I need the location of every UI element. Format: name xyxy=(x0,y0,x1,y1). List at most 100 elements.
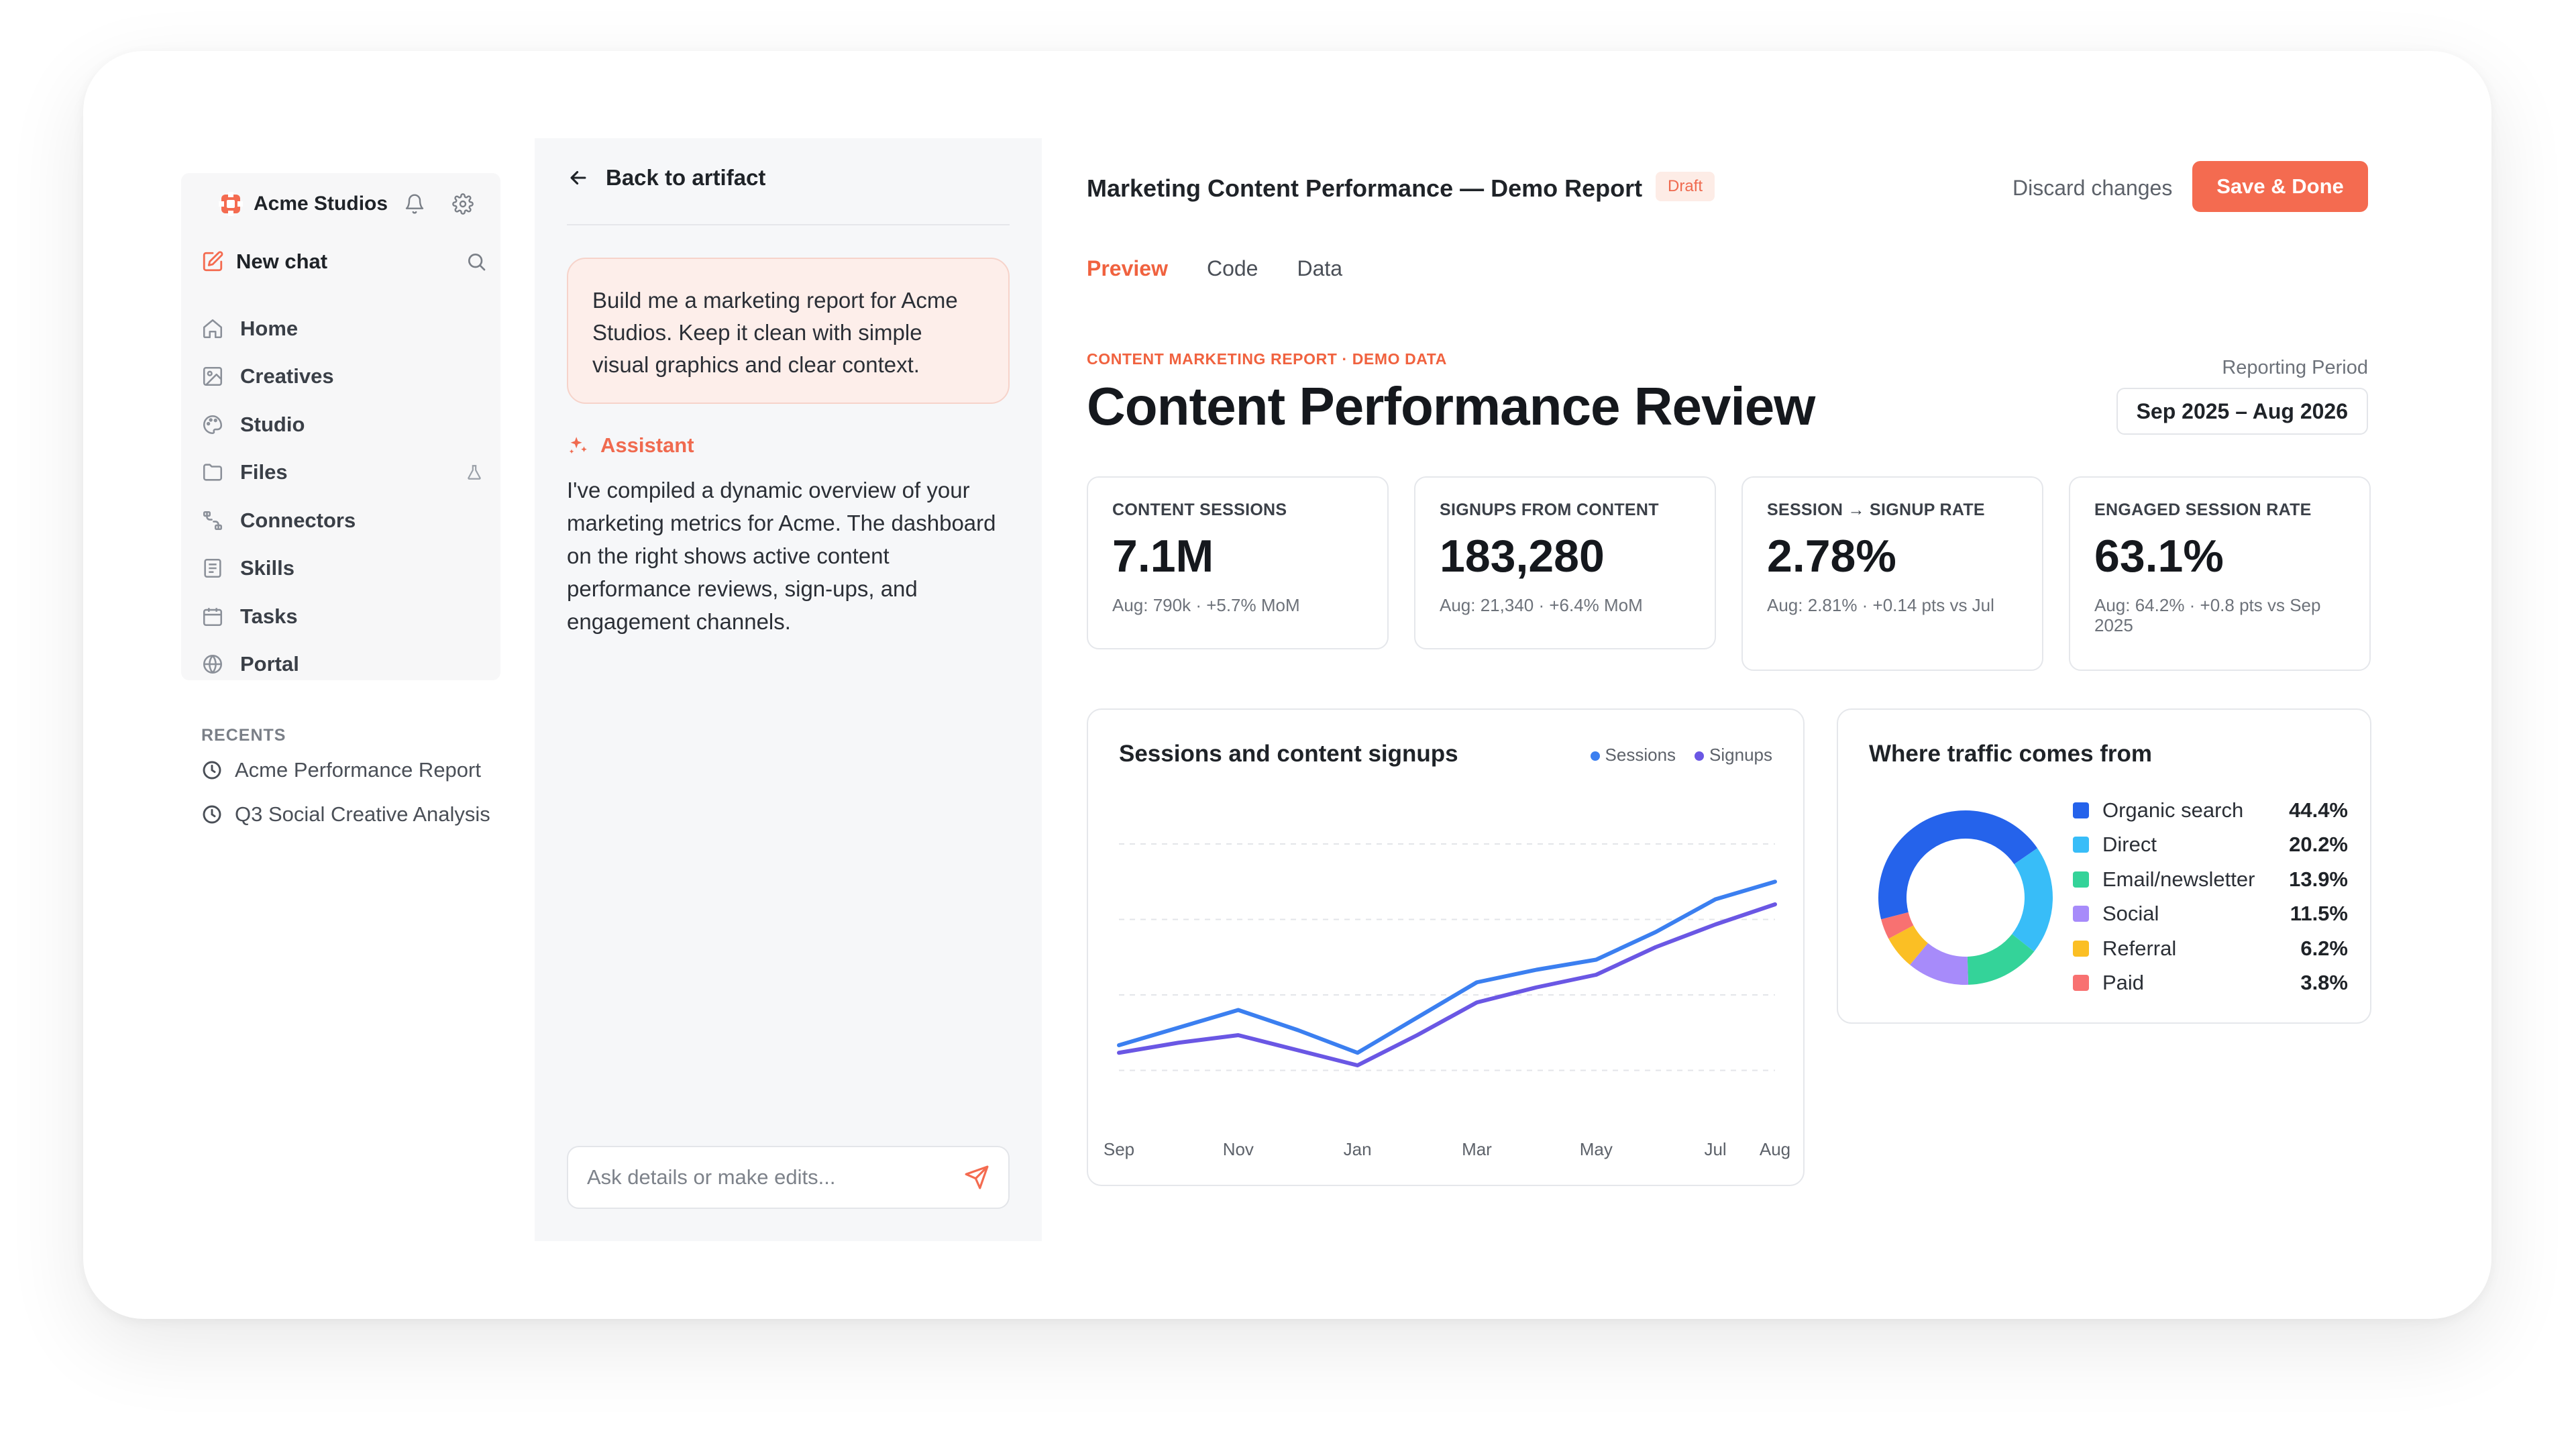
assistant-message: I've compiled a dynamic overview of your… xyxy=(567,478,996,634)
legend-swatch xyxy=(2073,802,2089,818)
sparkle-icon xyxy=(569,437,587,454)
legend-row: Email/newsletter 13.9% xyxy=(2073,862,2348,897)
kpi-sub: Aug: 2.81% · +0.14 pts vs Jul xyxy=(1767,595,1994,615)
clock-icon xyxy=(203,761,221,780)
legend-label: Referral xyxy=(2102,936,2177,960)
report-eyebrow: CONTENT MARKETING REPORT · DEMO DATA xyxy=(1087,350,1447,368)
legend-row: Paid 3.8% xyxy=(2073,966,2348,1001)
period-label: Reporting Period xyxy=(2222,357,2368,378)
traffic-sources-card: Where traffic comes from Organic search 4… xyxy=(1837,708,2371,1024)
legend-row: Organic search 44.4% xyxy=(2073,793,2348,828)
bell-icon[interactable] xyxy=(398,188,431,220)
assistant-header: Assistant xyxy=(567,433,694,458)
home-icon xyxy=(203,319,223,338)
sidebar-item-portal[interactable]: Portal xyxy=(201,641,490,689)
acme-logo-icon xyxy=(219,192,243,216)
assistant-name: Assistant xyxy=(600,433,694,457)
kpi-label: SIGNUPS FROM CONTENT xyxy=(1440,500,1659,519)
sidebar-item-label: Connectors xyxy=(240,508,356,532)
discard-changes-button[interactable]: Discard changes xyxy=(2012,176,2173,200)
tab-data[interactable]: Data xyxy=(1297,256,1343,280)
x-tick-label: Jan xyxy=(1343,1139,1372,1159)
brand-name: Acme Studios xyxy=(254,193,388,215)
chart-title: Where traffic comes from xyxy=(1869,741,2153,767)
legend-row: Referral 6.2% xyxy=(2073,931,2348,966)
tab-code[interactable]: Code xyxy=(1206,256,1258,280)
folder-icon xyxy=(203,464,223,481)
edit-icon xyxy=(203,251,223,272)
sidebar-item-home[interactable]: Home xyxy=(201,305,490,353)
kpi-value: 63.1% xyxy=(2094,531,2224,582)
legend-swatch xyxy=(2073,837,2089,853)
legend-row: Social 11.5% xyxy=(2073,897,2348,932)
recent-item-label: Acme Performance Report xyxy=(235,758,481,782)
legend-swatch xyxy=(2073,975,2089,992)
skills-icon xyxy=(204,559,221,578)
gear-icon[interactable] xyxy=(447,188,479,220)
clock-icon xyxy=(203,805,221,824)
report-title: Marketing Content Performance — Demo Rep… xyxy=(1087,174,1643,202)
chat-input[interactable] xyxy=(587,1165,964,1189)
donut-slice xyxy=(1967,934,2035,985)
legend-value: 44.4% xyxy=(2289,798,2348,822)
kpi-label: SESSION → SIGNUP RATE xyxy=(1767,500,1985,519)
kpi-card: SIGNUPS FROM CONTENT 183,280 Aug: 21,340… xyxy=(1414,476,1716,649)
legend-item-signups: Signups xyxy=(1695,745,1772,765)
x-tick-label: Nov xyxy=(1222,1139,1254,1159)
calendar-icon xyxy=(203,608,223,626)
tab-preview[interactable]: Preview xyxy=(1087,256,1168,280)
recent-item[interactable]: Q3 Social Creative Analysis xyxy=(201,802,490,827)
sidebar-item-studio[interactable]: Studio xyxy=(201,401,490,449)
brand[interactable]: Acme Studios xyxy=(219,188,388,220)
x-tick-label: Aug xyxy=(1759,1139,1791,1159)
period-selector[interactable]: Sep 2025 – Aug 2026 xyxy=(2116,388,2368,435)
back-to-artifact-button[interactable]: Back to artifact xyxy=(567,165,765,191)
kpi-card: CONTENT SESSIONS 7.1M Aug: 790k · +5.7% … xyxy=(1087,476,1389,649)
sidebar: Acme Studios New chat Home Creatives Stu… xyxy=(181,173,500,680)
chat-panel: Back to artifact Build me a marketing re… xyxy=(535,138,1042,1241)
kpi-sub: Aug: 790k · +5.7% MoM xyxy=(1112,595,1300,615)
sidebar-item-label: Studio xyxy=(240,412,305,436)
donut-slice xyxy=(1881,912,1914,939)
sidebar-item-creatives[interactable]: Creatives xyxy=(201,353,490,401)
kpi-label: ENGAGED SESSION RATE xyxy=(2094,500,2312,519)
x-tick-label: Jul xyxy=(1704,1139,1727,1159)
save-button[interactable]: Save & Done xyxy=(2192,161,2368,212)
sidebar-item-label: Tasks xyxy=(240,604,298,628)
chart-title: Sessions and content signups xyxy=(1119,741,1458,767)
sidebar-item-label: Files xyxy=(240,460,288,484)
kpi-value: 7.1M xyxy=(1112,531,1214,582)
chart-legend: Sessions Signups xyxy=(1590,745,1772,765)
series-line-signups xyxy=(1117,902,1777,1067)
sidebar-item-label: Portal xyxy=(240,652,299,676)
series-line-sessions xyxy=(1117,880,1777,1055)
arrow-left-icon xyxy=(570,170,586,185)
status-badge: Draft xyxy=(1656,172,1715,201)
x-tick-label: May xyxy=(1579,1139,1613,1159)
page-title: Content Performance Review xyxy=(1087,376,1815,436)
recent-item[interactable]: Acme Performance Report xyxy=(201,758,481,782)
kpi-card: ENGAGED SESSION RATE 63.1% Aug: 64.2% · … xyxy=(2069,476,2371,671)
legend-value: 20.2% xyxy=(2289,833,2348,857)
kpi-label: CONTENT SESSIONS xyxy=(1112,500,1287,519)
sidebar-item-label: Creatives xyxy=(240,364,334,388)
x-tick-label: Mar xyxy=(1462,1139,1492,1159)
kpi-value: 2.78% xyxy=(1767,531,1896,582)
new-chat-button[interactable]: New chat xyxy=(201,244,487,279)
sidebar-item-tasks[interactable]: Tasks xyxy=(201,592,490,641)
user-message: Build me a marketing report for Acme Stu… xyxy=(567,258,1010,404)
legend-value: 3.8% xyxy=(2300,971,2348,995)
legend-label: Social xyxy=(2102,902,2159,926)
recent-item-label: Q3 Social Creative Analysis xyxy=(235,802,490,826)
kpi-sub: Aug: 64.2% · +0.8 pts vs Sep 2025 xyxy=(2094,595,2321,635)
line-chart xyxy=(1117,843,1777,1071)
search-icon[interactable] xyxy=(466,251,487,272)
sidebar-item-files[interactable]: Files xyxy=(201,449,490,497)
send-icon[interactable] xyxy=(964,1165,989,1190)
sidebar-item-skills[interactable]: Skills xyxy=(201,545,490,593)
legend-label: Paid xyxy=(2102,971,2145,995)
back-label: Back to artifact xyxy=(606,165,766,190)
chat-input-box xyxy=(567,1146,1010,1209)
sidebar-item-connectors[interactable]: Connectors xyxy=(201,496,490,545)
legend-label: Email/newsletter xyxy=(2102,867,2255,891)
